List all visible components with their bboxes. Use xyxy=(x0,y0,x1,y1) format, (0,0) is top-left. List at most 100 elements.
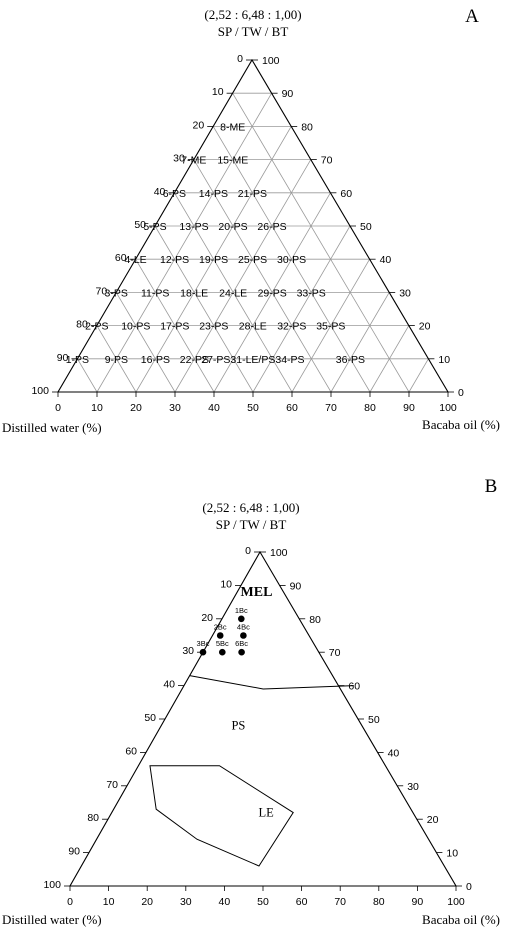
smix-tick-label: 100 xyxy=(262,55,280,67)
sample-point xyxy=(200,649,207,656)
grid-line-water-50 xyxy=(155,226,253,392)
panel-b-triangle xyxy=(70,552,456,886)
phase-boundary-mel-ps xyxy=(190,676,354,689)
water-tick-label: 60 xyxy=(125,745,137,757)
composition-label: 35-PS xyxy=(316,321,345,333)
oil-tick-label: 100 xyxy=(439,402,457,414)
smix-tick-label: 60 xyxy=(348,681,360,693)
water-tick-label: 100 xyxy=(43,879,61,891)
composition-label: 9-PS xyxy=(105,354,128,366)
composition-label: 30-PS xyxy=(277,254,306,266)
oil-tick-label: 70 xyxy=(334,896,346,908)
sample-label: 4Bc xyxy=(237,623,250,632)
smix-tick-label: 60 xyxy=(340,188,352,200)
smix-tick-label: 70 xyxy=(321,155,333,167)
grid-line-oil-90 xyxy=(409,359,428,392)
sample-label: 5Bc xyxy=(216,639,229,648)
sample-point xyxy=(217,632,224,639)
smix-tick-label: 50 xyxy=(360,221,372,233)
composition-label: 4-LE xyxy=(125,254,147,266)
panel-b-phase-boundaries xyxy=(150,676,354,866)
smix-tick-label: 10 xyxy=(438,354,450,366)
oil-tick-label: 90 xyxy=(403,402,415,414)
water-tick-label: 20 xyxy=(193,119,205,131)
composition-label: 24-LE xyxy=(219,287,247,299)
composition-label: 23-PS xyxy=(199,321,228,333)
oil-tick-label: 100 xyxy=(447,896,465,908)
sample-point xyxy=(238,616,245,623)
smix-tick-label: 80 xyxy=(309,614,321,626)
oil-tick-label: 0 xyxy=(55,402,61,414)
composition-label: 1-PS xyxy=(66,354,89,366)
composition-label: 21-PS xyxy=(238,188,267,200)
composition-label: 15-ME xyxy=(217,155,248,167)
water-tick-label: 10 xyxy=(212,86,224,98)
composition-label: 27-PS31-LE/PS34-PS xyxy=(201,354,304,366)
composition-label: 5-PS xyxy=(143,221,166,233)
panel-b-region-labels: MEL PS LE xyxy=(231,585,274,819)
panel-b: B (2,52 : 6,48 : 1,00) SP / TW / BT 0 10 2… xyxy=(2,476,500,927)
oil-tick-label: 30 xyxy=(180,896,192,908)
panel-b-letter: B xyxy=(485,476,498,497)
composition-label: 10-PS xyxy=(121,321,150,333)
panel-a-grid xyxy=(77,93,428,392)
oil-tick-label: 0 xyxy=(67,896,73,908)
smix-tick-label: 70 xyxy=(329,647,341,659)
composition-label: 36-PS xyxy=(336,354,365,366)
composition-label: 16-PS xyxy=(141,354,170,366)
oil-tick-label: 20 xyxy=(130,402,142,414)
composition-label: 28-LE xyxy=(239,321,267,333)
composition-label: 33-PS xyxy=(297,287,326,299)
smix-tick-label: 20 xyxy=(419,321,431,333)
sample-label: 3Bc xyxy=(197,639,210,648)
composition-label: 17-PS xyxy=(160,321,189,333)
grid-line-water-10 xyxy=(233,93,409,392)
composition-label: 11-PS xyxy=(141,287,169,299)
composition-label: 13-PS xyxy=(179,221,208,233)
composition-label: 20-PS xyxy=(218,221,247,233)
oil-tick-label: 40 xyxy=(208,402,220,414)
oil-tick-label: 80 xyxy=(364,402,376,414)
composition-label: 7-ME xyxy=(181,155,206,167)
water-tick-label: 50 xyxy=(144,712,156,724)
sample-point xyxy=(240,632,247,639)
panel-b-ratio-label: (2,52 : 6,48 : 1,00) xyxy=(202,500,299,515)
water-tick-label: 40 xyxy=(163,679,175,691)
oil-tick-label: 60 xyxy=(296,896,308,908)
water-tick-label: 0 xyxy=(237,53,243,65)
panel-a-ratio-label: (2,52 : 6,48 : 1,00) xyxy=(204,7,301,22)
composition-label: 2-PS xyxy=(85,321,108,333)
water-tick-label: 20 xyxy=(201,612,213,624)
oil-tick-label: 10 xyxy=(103,896,115,908)
grid-line-oil-50 xyxy=(253,226,350,392)
panel-b-water-axis-title: Distilled water (%) xyxy=(2,912,102,927)
water-tick-label: 80 xyxy=(87,812,99,824)
sample-point xyxy=(238,649,245,656)
smix-tick-label: 30 xyxy=(407,781,419,793)
smix-tick-label: 0 xyxy=(458,387,464,399)
smix-tick-label: 90 xyxy=(282,88,294,100)
panel-a-letter: A xyxy=(465,6,479,27)
smix-tick-label: 30 xyxy=(399,287,411,299)
oil-tick-label: 50 xyxy=(247,402,259,414)
oil-tick-label: 80 xyxy=(373,896,385,908)
panel-a-oil-axis-title: Bacaba oil (%) xyxy=(422,417,500,432)
water-tick-label: 30 xyxy=(182,645,194,657)
water-tick-label: 0 xyxy=(245,545,251,557)
smix-tick-label: 40 xyxy=(380,254,392,266)
composition-label: 3-PS xyxy=(105,287,128,299)
composition-label: 6-PS xyxy=(163,188,186,200)
oil-tick-label: 40 xyxy=(219,896,231,908)
water-tick-label: 100 xyxy=(31,385,49,397)
smix-tick-label: 100 xyxy=(270,547,288,559)
smix-tick-label: 40 xyxy=(388,747,400,759)
smix-tick-label: 90 xyxy=(290,580,302,592)
smix-tick-label: 10 xyxy=(446,848,458,860)
composition-label: 32-PS xyxy=(277,321,306,333)
panel-b-apex-label: SP / TW / BT xyxy=(216,517,287,532)
oil-tick-label: 90 xyxy=(412,896,424,908)
grid-line-water-70 xyxy=(116,292,175,392)
composition-label: 18-LE xyxy=(180,287,208,299)
grid-line-oil-70 xyxy=(331,292,389,392)
